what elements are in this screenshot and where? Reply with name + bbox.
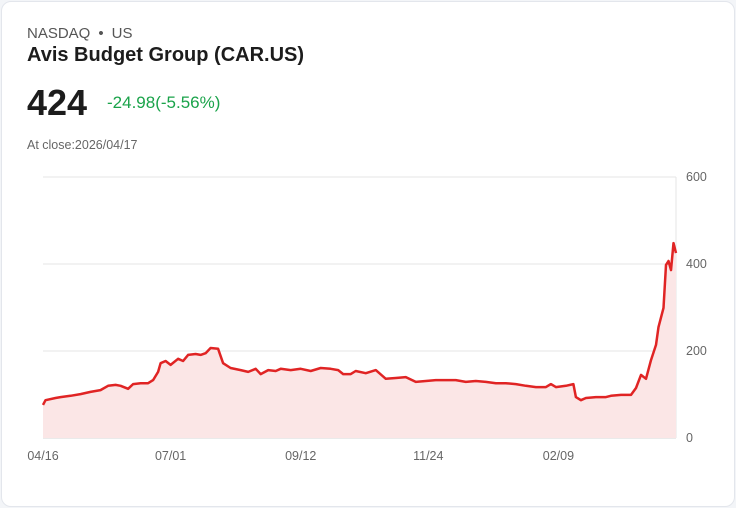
price-change: -24.98(-5.56%) (107, 93, 221, 112)
x-tick-label: 09/12 (285, 449, 316, 463)
y-tick-label: 0 (686, 431, 693, 445)
price-line (41, 241, 678, 406)
x-tick-label: 07/01 (155, 449, 186, 463)
stock-title: Avis Budget Group (CAR.US) (27, 44, 305, 66)
region-label: US (111, 25, 133, 42)
exchange-info: NASDAQ • US (27, 25, 132, 42)
x-tick-label: 11/24 (413, 449, 443, 463)
y-tick-label: 600 (686, 170, 707, 184)
y-tick-label: 200 (686, 344, 707, 358)
separator: • (98, 25, 104, 42)
x-tick-label: 04/16 (27, 449, 58, 463)
exchange-label: NASDAQ (27, 25, 91, 42)
close-date: At close:2026/04/17 (27, 138, 138, 152)
area-fill (43, 243, 676, 438)
x-tick-label: 02/09 (543, 449, 574, 463)
y-tick-label: 400 (686, 257, 707, 271)
stock-price: 424 (27, 82, 88, 123)
